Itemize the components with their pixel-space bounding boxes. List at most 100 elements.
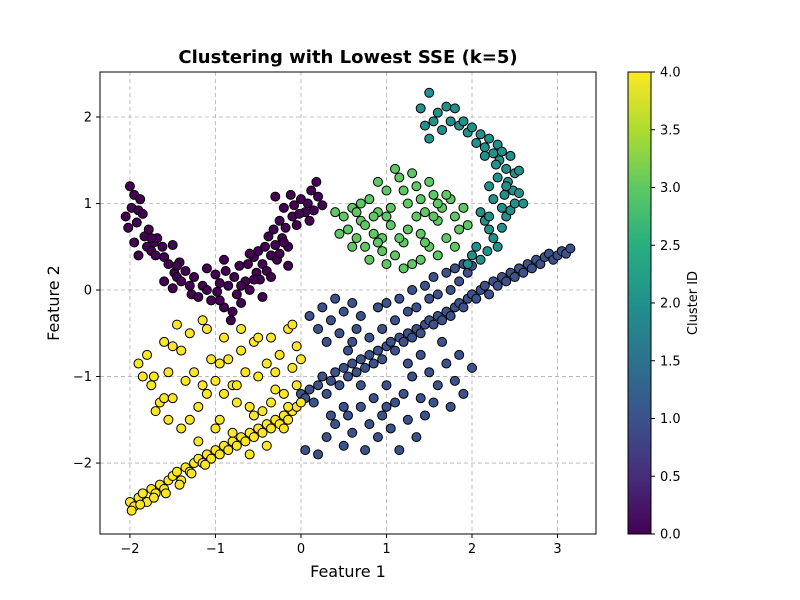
data-point-cluster-3 [381,185,392,196]
data-point-cluster-1 [381,401,392,412]
data-point-cluster-2 [445,116,456,127]
data-point-cluster-2 [484,224,495,235]
data-point-cluster-1 [432,380,443,391]
data-point-cluster-2 [424,87,435,98]
data-point-cluster-2 [484,133,495,144]
data-point-cluster-0 [236,298,247,308]
data-point-cluster-4 [193,401,204,412]
data-point-cluster-4 [270,384,281,395]
data-point-cluster-1 [317,371,328,382]
colorbar-tick-label: 1.5 [660,354,681,369]
data-point-cluster-0 [135,194,146,205]
data-point-cluster-0 [171,260,182,271]
data-point-cluster-2 [479,142,490,153]
data-point-cluster-0 [193,291,204,302]
data-point-cluster-3 [407,168,418,179]
data-point-cluster-1 [360,362,371,373]
data-point-cluster-0 [278,202,289,213]
data-point-cluster-3 [360,220,371,231]
data-point-cluster-1 [321,432,332,443]
data-point-cluster-1 [347,427,358,438]
data-point-cluster-1 [509,272,520,283]
data-point-cluster-4 [231,397,242,408]
data-point-cluster-2 [437,124,448,135]
data-point-cluster-4 [160,488,171,499]
data-point-cluster-1 [458,388,469,399]
data-point-cluster-2 [475,207,486,218]
data-point-cluster-3 [398,185,409,196]
data-point-cluster-4 [159,393,170,404]
data-point-cluster-1 [347,358,358,369]
data-point-cluster-2 [488,194,499,205]
data-point-cluster-1 [390,397,401,408]
data-point-cluster-4 [278,423,289,434]
data-point-cluster-4 [291,341,302,352]
data-point-cluster-3 [394,172,405,183]
data-point-cluster-0 [150,250,161,261]
data-point-cluster-1 [492,280,503,291]
data-point-cluster-4 [184,328,195,339]
data-point-cluster-1 [385,336,396,347]
data-point-cluster-0 [274,248,285,259]
data-point-cluster-3 [419,237,430,248]
colorbar-label: Cluster ID [686,271,701,335]
data-point-cluster-2 [496,202,507,213]
data-point-cluster-4 [219,332,229,343]
data-point-cluster-2 [514,188,525,199]
data-point-cluster-1 [338,306,349,317]
data-point-cluster-1 [343,371,353,382]
data-point-cluster-1 [330,293,341,304]
data-point-cluster-3 [402,224,413,235]
data-point-cluster-1 [355,354,366,365]
data-point-cluster-1 [402,358,413,369]
data-point-cluster-1 [313,449,324,460]
data-point-cluster-4 [231,380,242,391]
data-point-cluster-3 [424,176,435,187]
data-point-cluster-4 [146,380,157,391]
data-point-cluster-0 [291,220,302,231]
data-point-cluster-3 [411,181,422,192]
data-point-cluster-0 [123,222,134,233]
data-point-cluster-4 [163,414,174,425]
data-point-cluster-0 [157,241,168,252]
data-point-cluster-4 [240,436,251,447]
data-point-cluster-4 [244,401,255,412]
data-point-cluster-1 [428,397,439,408]
data-point-cluster-0 [159,276,170,287]
data-point-cluster-1 [390,345,401,356]
data-point-cluster-1 [411,432,422,443]
data-point-cluster-4 [167,341,178,352]
data-point-cluster-0 [317,200,328,211]
data-point-cluster-4 [236,345,247,356]
data-point-cluster-1 [304,384,315,395]
data-point-cluster-1 [411,302,422,313]
data-point-cluster-1 [437,315,448,326]
data-point-cluster-4 [283,414,294,425]
data-point-cluster-0 [278,237,289,248]
data-point-cluster-1 [381,380,392,391]
data-point-cluster-3 [462,220,473,231]
data-point-cluster-1 [445,285,456,296]
data-point-cluster-3 [402,198,413,209]
data-point-cluster-3 [372,176,383,187]
data-point-cluster-4 [291,380,302,391]
data-point-cluster-0 [304,215,315,226]
y-axis-label: Feature 2 [44,265,63,341]
data-point-cluster-1 [304,310,315,321]
data-point-cluster-0 [146,233,157,244]
data-point-cluster-2 [514,165,525,176]
data-point-cluster-0 [143,224,154,235]
data-point-cluster-3 [415,254,426,265]
y-tick-label: 2 [84,110,92,125]
data-point-cluster-1 [364,349,375,360]
data-point-cluster-2 [490,159,501,170]
data-point-cluster-2 [458,116,469,127]
data-point-cluster-0 [220,265,231,276]
data-point-cluster-1 [441,358,452,369]
data-point-cluster-0 [176,276,187,287]
data-point-cluster-4 [295,354,306,365]
y-tick-label: −1 [73,370,92,385]
data-point-cluster-0 [280,222,291,233]
data-point-cluster-4 [227,427,238,438]
data-point-cluster-1 [445,401,456,412]
